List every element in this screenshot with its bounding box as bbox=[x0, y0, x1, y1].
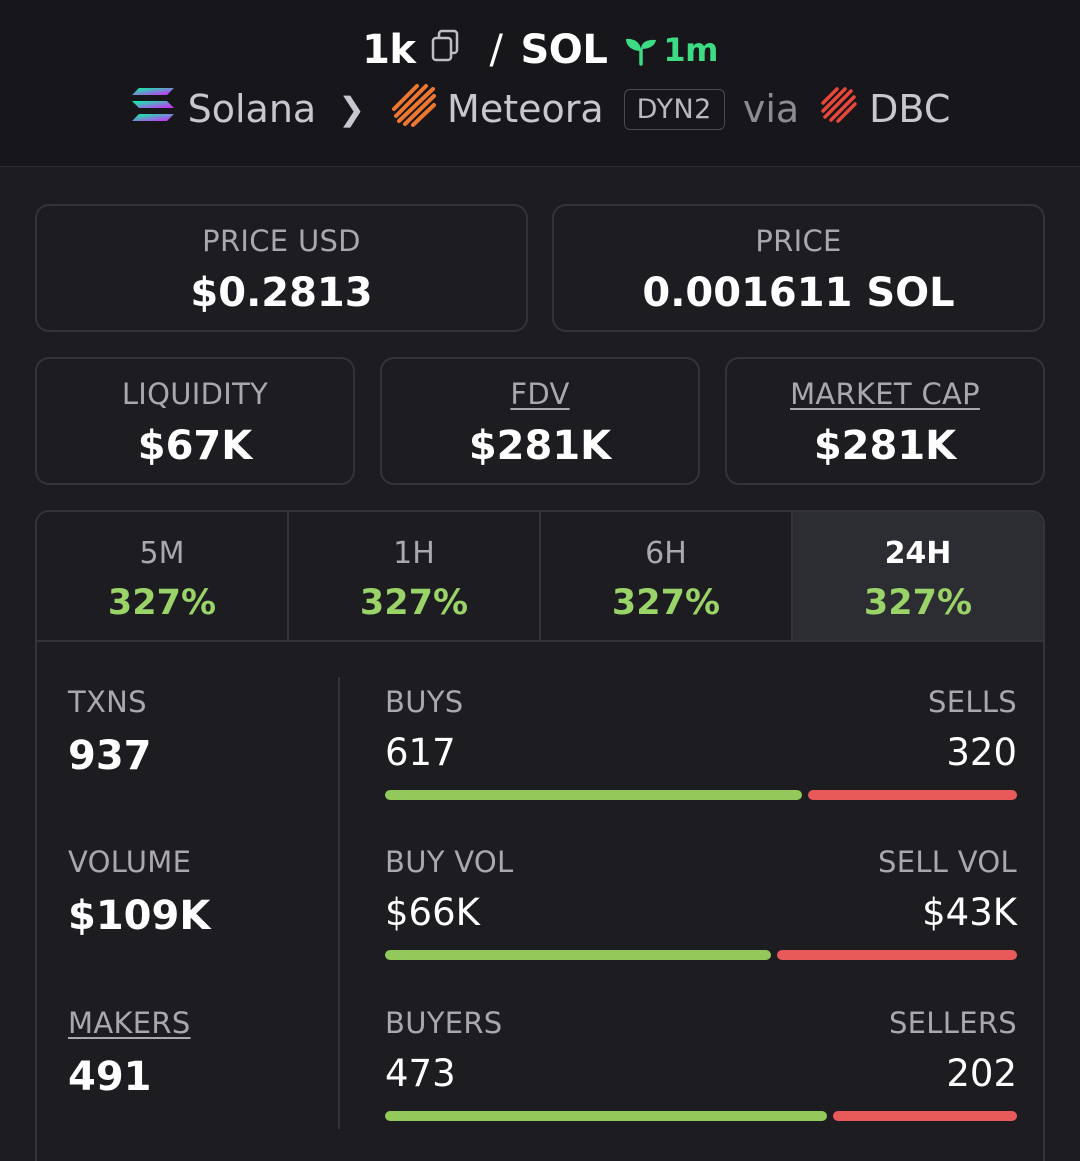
buys-value: 617 bbox=[385, 731, 456, 774]
market-cap-value: $281K bbox=[813, 423, 957, 469]
sell-vol-label: SELL VOL bbox=[878, 845, 1017, 879]
pair-age-value: 1m bbox=[663, 31, 718, 69]
pair-title: 1k / SOL 1m bbox=[0, 26, 1080, 74]
price-native-card: PRICE 0.001611 SOL bbox=[552, 204, 1045, 332]
liquidity-label: LIQUIDITY bbox=[121, 377, 269, 411]
tab-change: 327% bbox=[863, 583, 973, 623]
dbc-logo-icon bbox=[819, 85, 869, 134]
tab-5m[interactable]: 5M 327% bbox=[37, 512, 289, 640]
buyers-value: 473 bbox=[385, 1052, 456, 1095]
volume-bar bbox=[385, 950, 1017, 960]
price-native-value: 0.001611 SOL bbox=[642, 270, 955, 316]
fdv-card[interactable]: FDV $281K bbox=[380, 357, 700, 485]
makers-stat[interactable]: MAKERS 491 bbox=[68, 1006, 191, 1100]
txns-label: TXNS bbox=[68, 685, 147, 719]
sprout-icon bbox=[626, 38, 657, 66]
pair-route: Solana ❯ Meteora DYN2 via bbox=[0, 83, 1080, 136]
launchpad-name[interactable]: DBC bbox=[869, 87, 951, 131]
buys-sells-split: BUYS SELLS 617 320 bbox=[385, 685, 1017, 800]
fdv-value: $281K bbox=[468, 423, 612, 469]
quote-symbol: SOL bbox=[520, 27, 608, 73]
sell-vol-value: $43K bbox=[922, 891, 1017, 934]
tab-change: 327% bbox=[107, 583, 217, 623]
makers-label[interactable]: MAKERS bbox=[68, 1006, 191, 1040]
sells-label: SELLS bbox=[928, 685, 1017, 719]
fdv-label[interactable]: FDV bbox=[510, 377, 570, 411]
via-label: via bbox=[742, 87, 800, 131]
sells-value: 320 bbox=[946, 731, 1017, 774]
sellers-value: 202 bbox=[946, 1052, 1017, 1095]
market-cap-card[interactable]: MARKET CAP $281K bbox=[725, 357, 1045, 485]
buyers-sellers-bar bbox=[385, 1111, 1017, 1121]
pair-header: 1k / SOL 1m bbox=[0, 0, 1080, 167]
market-cap-label[interactable]: MARKET CAP bbox=[790, 377, 980, 411]
price-usd-label: PRICE USD bbox=[202, 224, 361, 258]
sellers-label: SELLERS bbox=[888, 1006, 1017, 1040]
dex-version-badge: DYN2 bbox=[623, 88, 725, 130]
volume-stat: VOLUME $109K bbox=[68, 845, 210, 939]
tab-6h[interactable]: 6H 327% bbox=[541, 512, 793, 640]
chain-name[interactable]: Solana bbox=[187, 87, 317, 131]
liquidity-value: $67K bbox=[137, 423, 253, 469]
copy-icon[interactable] bbox=[426, 27, 472, 73]
sell-bar bbox=[808, 790, 1017, 800]
price-native-label: PRICE bbox=[755, 224, 842, 258]
tab-label: 1H bbox=[393, 536, 435, 571]
buyers-bar bbox=[385, 1111, 828, 1121]
stats-divider bbox=[338, 677, 340, 1129]
price-usd-card: PRICE USD $0.2813 bbox=[35, 204, 528, 332]
liquidity-card: LIQUIDITY $67K bbox=[35, 357, 355, 485]
tab-label: 5M bbox=[139, 536, 185, 571]
timeframe-tabs: 5M 327% 1H 327% 6H 327% 24H 327% bbox=[35, 510, 1045, 642]
dex-name[interactable]: Meteora bbox=[447, 87, 604, 131]
stats-panel: TXNS 937 VOLUME $109K MAKERS 491 BUYS SE… bbox=[35, 641, 1045, 1161]
tab-change: 327% bbox=[611, 583, 721, 623]
pair-separator: / bbox=[489, 27, 503, 73]
buy-vol-bar bbox=[385, 950, 771, 960]
txns-stat: TXNS 937 bbox=[68, 685, 152, 779]
solana-logo-icon bbox=[130, 86, 188, 133]
buyers-sellers-split: BUYERS SELLERS 473 202 bbox=[385, 1006, 1017, 1121]
txns-value: 937 bbox=[68, 733, 152, 779]
tab-24h[interactable]: 24H 327% bbox=[793, 512, 1043, 640]
tab-change: 327% bbox=[359, 583, 469, 623]
buys-label: BUYS bbox=[385, 685, 464, 719]
sellers-bar bbox=[833, 1111, 1017, 1121]
volume-split: BUY VOL SELL VOL $66K $43K bbox=[385, 845, 1017, 960]
tab-label: 24H bbox=[884, 536, 952, 571]
sell-vol-bar bbox=[776, 950, 1017, 960]
buy-bar bbox=[385, 790, 803, 800]
buys-sells-bar bbox=[385, 790, 1017, 800]
buyers-label: BUYERS bbox=[385, 1006, 503, 1040]
tab-1h[interactable]: 1H 327% bbox=[289, 512, 541, 640]
token-symbol: 1k bbox=[362, 27, 416, 73]
price-usd-value: $0.2813 bbox=[190, 270, 373, 316]
volume-value: $109K bbox=[68, 893, 211, 939]
chevron-right-icon: ❯ bbox=[338, 90, 366, 128]
pair-age: 1m bbox=[623, 31, 718, 69]
buy-vol-label: BUY VOL bbox=[385, 845, 514, 879]
buy-vol-value: $66K bbox=[385, 891, 480, 934]
tab-label: 6H bbox=[645, 536, 687, 571]
makers-value: 491 bbox=[68, 1054, 152, 1100]
volume-label: VOLUME bbox=[68, 845, 192, 879]
meteora-logo-icon bbox=[391, 83, 447, 136]
